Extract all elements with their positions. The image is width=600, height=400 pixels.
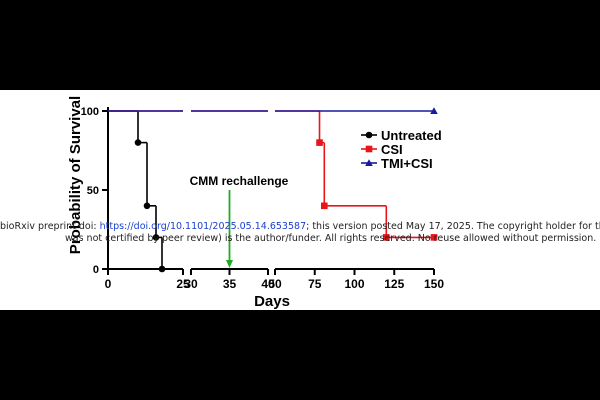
x-axis-label: Days: [254, 293, 290, 310]
figure-panel: 0 50 100 0 25 30 35 40 50 75 100 125 150 Untreated CS…: [0, 90, 600, 310]
watermark-prefix: bioRxiv preprint doi:: [0, 221, 100, 232]
doi-link[interactable]: https://doi.org/10.1101/2025.05.14.65358…: [99, 221, 307, 232]
legend-marker: [365, 159, 373, 166]
legend-marker: [365, 145, 373, 153]
x-tick-label: 125: [384, 277, 404, 291]
annotation-label: CMM rechallenge: [190, 174, 289, 188]
data-point: [320, 202, 328, 210]
y-tick-label: 50: [87, 185, 99, 197]
legend-label: TMI+CSI: [381, 156, 433, 171]
x-tick-label: 35: [223, 277, 237, 291]
series-untreated: [108, 110, 166, 273]
x-tick-label: 40: [261, 277, 275, 291]
series-tmi-csi: [108, 107, 438, 114]
x-tick-label: 100: [344, 277, 364, 291]
x-tick-label: 50: [268, 277, 282, 291]
x-tick-label: 30: [184, 277, 198, 291]
rechallenge-arrow-head: [226, 260, 233, 268]
data-point: [134, 139, 142, 146]
x-tick-label: 150: [424, 277, 444, 291]
watermark-line1-rest: ; this version posted May 17, 2025. The …: [306, 221, 600, 232]
x-tick-label: 75: [308, 277, 322, 291]
x-tick-label: 0: [105, 277, 112, 291]
y-axis-label: Probability of Survival: [67, 96, 84, 254]
y-tick-label: 0: [93, 264, 99, 276]
data-point: [430, 107, 438, 114]
legend-label: CSI: [381, 142, 403, 157]
data-point: [383, 234, 390, 241]
preprint-watermark-line-1: bioRxiv preprint doi: https://doi.org/10…: [0, 221, 600, 232]
data-point: [316, 139, 323, 146]
data-point: [143, 202, 151, 210]
legend-label: Untreated: [381, 128, 442, 143]
legend-marker: [365, 131, 373, 139]
data-point: [152, 234, 160, 241]
preprint-watermark-line-2: was not certified by peer review) is the…: [65, 233, 597, 244]
y-tick-label: 100: [81, 106, 99, 118]
data-point: [158, 265, 166, 273]
data-point: [430, 234, 438, 241]
x-tick-label: 25: [176, 277, 190, 291]
